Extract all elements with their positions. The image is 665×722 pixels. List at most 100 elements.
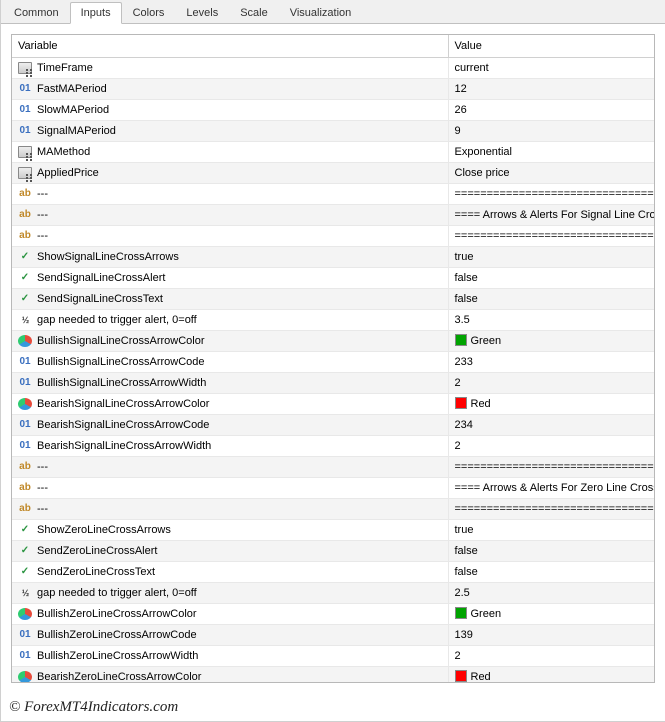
variable-cell[interactable]: ✓SendSignalLineCrossText	[12, 288, 448, 309]
value-cell[interactable]: 139	[448, 624, 654, 645]
value-cell[interactable]: true	[448, 519, 654, 540]
value-cell[interactable]: 9	[448, 120, 654, 141]
variable-cell[interactable]: 01BullishZeroLineCrossArrowWidth	[12, 645, 448, 666]
variable-cell[interactable]: ab---	[12, 183, 448, 204]
table-row[interactable]: ✓SendSignalLineCrossTextfalse	[12, 288, 654, 309]
variable-cell[interactable]: ab---	[12, 477, 448, 498]
variable-cell[interactable]: 01BullishZeroLineCrossArrowCode	[12, 624, 448, 645]
bool-icon: ✓	[18, 272, 32, 284]
value-cell[interactable]: false	[448, 561, 654, 582]
value-cell[interactable]: false	[448, 540, 654, 561]
value-cell[interactable]: 26	[448, 99, 654, 120]
variable-cell[interactable]: 01BullishSignalLineCrossArrowCode	[12, 351, 448, 372]
value-cell[interactable]: 234	[448, 414, 654, 435]
value-cell[interactable]: false	[448, 288, 654, 309]
variable-cell[interactable]: 01BearishSignalLineCrossArrowWidth	[12, 435, 448, 456]
table-row[interactable]: 01BullishSignalLineCrossArrowWidth2	[12, 372, 654, 393]
variable-cell[interactable]: 01BullishSignalLineCrossArrowWidth	[12, 372, 448, 393]
table-row[interactable]: ✓SendZeroLineCrossTextfalse	[12, 561, 654, 582]
value-cell[interactable]: 2	[448, 645, 654, 666]
tab-scale[interactable]: Scale	[229, 2, 279, 23]
table-row[interactable]: TimeFramecurrent	[12, 57, 654, 78]
tab-levels[interactable]: Levels	[175, 2, 229, 23]
table-row[interactable]: ab---===================================	[12, 498, 654, 519]
variable-cell[interactable]: ✓SendSignalLineCrossAlert	[12, 267, 448, 288]
table-row[interactable]: ab---===================================	[12, 183, 654, 204]
table-row[interactable]: BearishZeroLineCrossArrowColorRed	[12, 666, 654, 683]
value-cell[interactable]: Red	[448, 393, 654, 414]
table-row[interactable]: ab---===================================	[12, 225, 654, 246]
table-row[interactable]: BearishSignalLineCrossArrowColorRed	[12, 393, 654, 414]
value-cell[interactable]: 2	[448, 372, 654, 393]
variable-cell[interactable]: 01SignalMAPeriod	[12, 120, 448, 141]
value-cell[interactable]: ===================================	[448, 456, 654, 477]
table-row[interactable]: 01BullishZeroLineCrossArrowWidth2	[12, 645, 654, 666]
value-cell[interactable]: false	[448, 267, 654, 288]
variable-cell[interactable]: TimeFrame	[12, 57, 448, 78]
table-row[interactable]: BullishZeroLineCrossArrowColorGreen	[12, 603, 654, 624]
variable-cell[interactable]: ½gap needed to trigger alert, 0=off	[12, 582, 448, 603]
variable-cell[interactable]: 01SlowMAPeriod	[12, 99, 448, 120]
header-variable[interactable]: Variable	[12, 35, 448, 57]
value-cell[interactable]: ===================================	[448, 183, 654, 204]
tab-common[interactable]: Common	[3, 2, 70, 23]
bool-icon: ✓	[18, 524, 32, 536]
variable-cell[interactable]: ½gap needed to trigger alert, 0=off	[12, 309, 448, 330]
table-row[interactable]: 01BullishZeroLineCrossArrowCode139	[12, 624, 654, 645]
tab-visualization[interactable]: Visualization	[279, 2, 363, 23]
table-row[interactable]: 01FastMAPeriod12	[12, 78, 654, 99]
value-cell[interactable]: Red	[448, 666, 654, 683]
variable-cell[interactable]: MAMethod	[12, 141, 448, 162]
value-cell[interactable]: Exponential	[448, 141, 654, 162]
table-row[interactable]: 01BullishSignalLineCrossArrowCode233	[12, 351, 654, 372]
variable-cell[interactable]: AppliedPrice	[12, 162, 448, 183]
table-row[interactable]: BullishSignalLineCrossArrowColorGreen	[12, 330, 654, 351]
table-row[interactable]: ab---===================================	[12, 456, 654, 477]
value-cell[interactable]: ==== Arrows & Alerts For Signal Line Cro…	[448, 204, 654, 225]
table-row[interactable]: 01SlowMAPeriod26	[12, 99, 654, 120]
table-row[interactable]: ✓ShowZeroLineCrossArrowstrue	[12, 519, 654, 540]
tab-inputs[interactable]: Inputs	[70, 2, 122, 24]
table-row[interactable]: 01BearishSignalLineCrossArrowCode234	[12, 414, 654, 435]
table-row[interactable]: 01BearishSignalLineCrossArrowWidth2	[12, 435, 654, 456]
variable-cell[interactable]: BullishSignalLineCrossArrowColor	[12, 330, 448, 351]
header-value[interactable]: Value	[448, 35, 654, 57]
value-cell[interactable]: Close price	[448, 162, 654, 183]
variable-cell[interactable]: 01FastMAPeriod	[12, 78, 448, 99]
table-row[interactable]: MAMethodExponential	[12, 141, 654, 162]
variable-cell[interactable]: ✓SendZeroLineCrossText	[12, 561, 448, 582]
value-cell[interactable]: Green	[448, 603, 654, 624]
variable-cell[interactable]: ab---	[12, 456, 448, 477]
variable-cell[interactable]: ✓SendZeroLineCrossAlert	[12, 540, 448, 561]
tab-colors[interactable]: Colors	[122, 2, 176, 23]
variable-cell[interactable]: ✓ShowZeroLineCrossArrows	[12, 519, 448, 540]
value-cell[interactable]: ===================================	[448, 225, 654, 246]
variable-cell[interactable]: ab---	[12, 204, 448, 225]
value-cell[interactable]: 12	[448, 78, 654, 99]
table-row[interactable]: ab---==== Arrows & Alerts For Zero Line …	[12, 477, 654, 498]
variable-cell[interactable]: ab---	[12, 225, 448, 246]
table-row[interactable]: ½gap needed to trigger alert, 0=off3.5	[12, 309, 654, 330]
value-cell[interactable]: 2.5	[448, 582, 654, 603]
value-cell[interactable]: 3.5	[448, 309, 654, 330]
table-row[interactable]: 01SignalMAPeriod9	[12, 120, 654, 141]
table-row[interactable]: ab---==== Arrows & Alerts For Signal Lin…	[12, 204, 654, 225]
table-row[interactable]: ✓SendZeroLineCrossAlertfalse	[12, 540, 654, 561]
variable-cell[interactable]: ✓ShowSignalLineCrossArrows	[12, 246, 448, 267]
table-row[interactable]: AppliedPriceClose price	[12, 162, 654, 183]
value-cell[interactable]: current	[448, 57, 654, 78]
variable-cell[interactable]: 01BearishSignalLineCrossArrowCode	[12, 414, 448, 435]
value-cell[interactable]: ===================================	[448, 498, 654, 519]
value-cell[interactable]: ==== Arrows & Alerts For Zero Line Cross…	[448, 477, 654, 498]
value-cell[interactable]: true	[448, 246, 654, 267]
table-row[interactable]: ½gap needed to trigger alert, 0=off2.5	[12, 582, 654, 603]
value-cell[interactable]: 2	[448, 435, 654, 456]
value-cell[interactable]: 233	[448, 351, 654, 372]
value-cell[interactable]: Green	[448, 330, 654, 351]
variable-cell[interactable]: BearishSignalLineCrossArrowColor	[12, 393, 448, 414]
variable-cell[interactable]: BullishZeroLineCrossArrowColor	[12, 603, 448, 624]
table-row[interactable]: ✓ShowSignalLineCrossArrowstrue	[12, 246, 654, 267]
variable-cell[interactable]: ab---	[12, 498, 448, 519]
variable-cell[interactable]: BearishZeroLineCrossArrowColor	[12, 666, 448, 683]
table-row[interactable]: ✓SendSignalLineCrossAlertfalse	[12, 267, 654, 288]
